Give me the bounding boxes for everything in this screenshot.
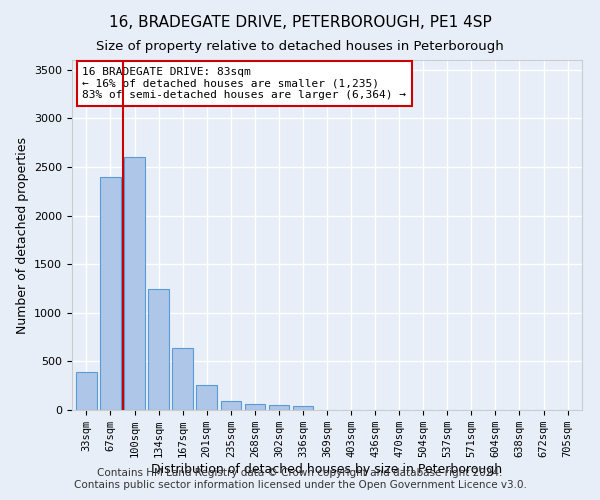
Bar xyxy=(245,404,265,410)
Bar xyxy=(76,372,97,410)
Text: 16 BRADEGATE DRIVE: 83sqm
← 16% of detached houses are smaller (1,235)
83% of se: 16 BRADEGATE DRIVE: 83sqm ← 16% of detac… xyxy=(82,67,406,100)
Bar xyxy=(293,406,313,410)
Bar xyxy=(124,157,145,410)
Bar xyxy=(172,348,193,410)
Bar xyxy=(221,401,241,410)
Bar xyxy=(148,290,169,410)
Bar xyxy=(100,176,121,410)
Text: Size of property relative to detached houses in Peterborough: Size of property relative to detached ho… xyxy=(96,40,504,53)
Text: Contains HM Land Registry data © Crown copyright and database right 2024.
Contai: Contains HM Land Registry data © Crown c… xyxy=(74,468,526,490)
Bar xyxy=(269,404,289,410)
X-axis label: Distribution of detached houses by size in Peterborough: Distribution of detached houses by size … xyxy=(151,463,503,476)
Bar xyxy=(196,385,217,410)
Y-axis label: Number of detached properties: Number of detached properties xyxy=(16,136,29,334)
Text: 16, BRADEGATE DRIVE, PETERBOROUGH, PE1 4SP: 16, BRADEGATE DRIVE, PETERBOROUGH, PE1 4… xyxy=(109,15,491,30)
